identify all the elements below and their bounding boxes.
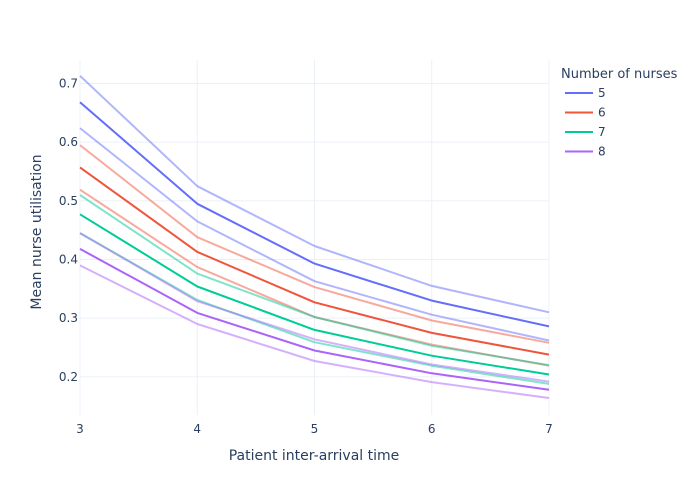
series-8-lower-bound-line — [79, 264, 550, 399]
legend-item-5[interactable]: 5 — [565, 86, 606, 100]
y-tick-label: 0.5 — [59, 194, 78, 208]
legend-item-7[interactable]: 7 — [565, 125, 606, 139]
y-tick-label: 0.6 — [59, 135, 78, 149]
grid — [79, 60, 550, 415]
x-tick-label: 5 — [311, 422, 319, 436]
confidence-bands — [79, 75, 550, 399]
y-axis-title: Mean nurse utilisation — [29, 154, 45, 309]
series-7-upper-bound-line — [79, 194, 550, 367]
legend-item-8[interactable]: 8 — [565, 145, 606, 159]
legend-label: 8 — [598, 145, 606, 159]
legend-label: 6 — [598, 106, 606, 120]
x-axis-ticks: 3 4 5 6 7 — [76, 422, 553, 436]
x-axis-title: Patient inter-arrival time — [229, 448, 400, 464]
y-tick-label: 0.7 — [59, 76, 78, 90]
series-lines — [79, 101, 550, 391]
x-tick-label: 6 — [428, 422, 436, 436]
x-tick-label: 4 — [193, 422, 201, 436]
legend-item-6[interactable]: 6 — [565, 106, 606, 120]
y-axis-ticks: 0.2 0.3 0.4 0.5 0.6 0.7 — [59, 76, 78, 383]
series-5-upper-bound-line — [79, 75, 550, 314]
series-6-upper-bound-line — [79, 144, 550, 344]
x-tick-label: 3 — [76, 422, 84, 436]
legend: Number of nurses 5 6 7 8 — [561, 67, 678, 159]
series-5-lower-bound-line — [79, 127, 550, 342]
series-8-upper-bound-line — [79, 232, 550, 383]
series-6-line — [79, 166, 550, 356]
y-tick-label: 0.4 — [59, 253, 78, 267]
y-tick-label: 0.2 — [59, 370, 78, 384]
series-7-line — [79, 213, 550, 376]
series-5-line — [79, 101, 550, 328]
x-tick-label: 7 — [545, 422, 553, 436]
y-tick-label: 0.3 — [59, 311, 78, 325]
series-8-line — [79, 248, 550, 391]
legend-label: 7 — [598, 125, 606, 139]
legend-title: Number of nurses — [561, 67, 678, 82]
legend-label: 5 — [598, 86, 606, 100]
